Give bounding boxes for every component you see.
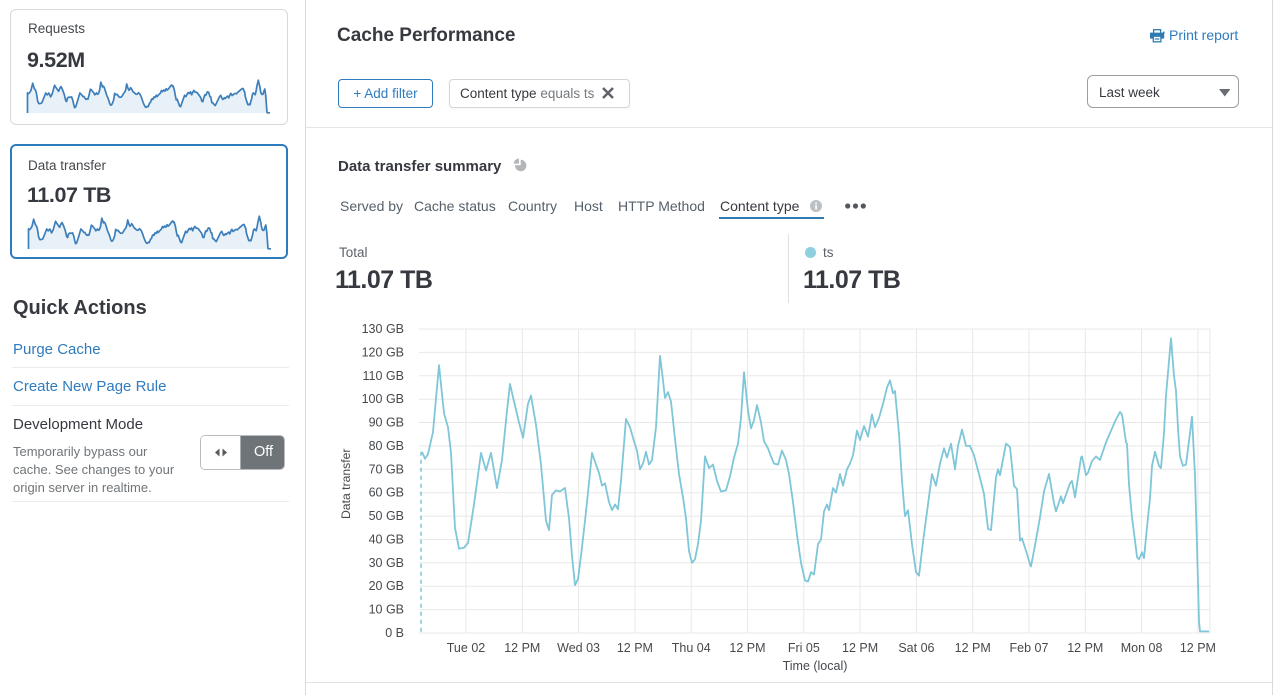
- svg-text:Thu 04: Thu 04: [672, 641, 711, 655]
- svg-text:Time (local): Time (local): [783, 659, 848, 673]
- svg-text:40 GB: 40 GB: [369, 533, 404, 547]
- svg-text:Mon 08: Mon 08: [1121, 641, 1163, 655]
- svg-text:12 PM: 12 PM: [1180, 641, 1216, 655]
- svg-text:Wed 03: Wed 03: [557, 641, 600, 655]
- svg-text:120 GB: 120 GB: [362, 345, 404, 359]
- svg-text:Sat 06: Sat 06: [898, 641, 934, 655]
- svg-text:Feb 07: Feb 07: [1010, 641, 1049, 655]
- svg-text:Data transfer: Data transfer: [339, 449, 353, 519]
- svg-text:70 GB: 70 GB: [369, 462, 404, 476]
- svg-text:130 GB: 130 GB: [362, 322, 404, 336]
- svg-text:110 GB: 110 GB: [363, 369, 404, 383]
- svg-text:100 GB: 100 GB: [362, 392, 404, 406]
- svg-text:60 GB: 60 GB: [369, 486, 404, 500]
- svg-text:12 PM: 12 PM: [729, 641, 765, 655]
- svg-text:90 GB: 90 GB: [369, 416, 404, 430]
- svg-text:12 PM: 12 PM: [1067, 641, 1103, 655]
- svg-text:10 GB: 10 GB: [369, 603, 404, 617]
- svg-text:0 B: 0 B: [385, 626, 404, 640]
- svg-text:12 PM: 12 PM: [617, 641, 653, 655]
- svg-text:80 GB: 80 GB: [369, 439, 404, 453]
- svg-text:12 PM: 12 PM: [504, 641, 540, 655]
- svg-text:30 GB: 30 GB: [369, 556, 404, 570]
- svg-text:Fri 05: Fri 05: [788, 641, 820, 655]
- svg-text:20 GB: 20 GB: [369, 579, 404, 593]
- svg-text:Tue 02: Tue 02: [447, 641, 486, 655]
- svg-text:50 GB: 50 GB: [369, 509, 404, 523]
- svg-text:12 PM: 12 PM: [955, 641, 991, 655]
- svg-text:12 PM: 12 PM: [842, 641, 878, 655]
